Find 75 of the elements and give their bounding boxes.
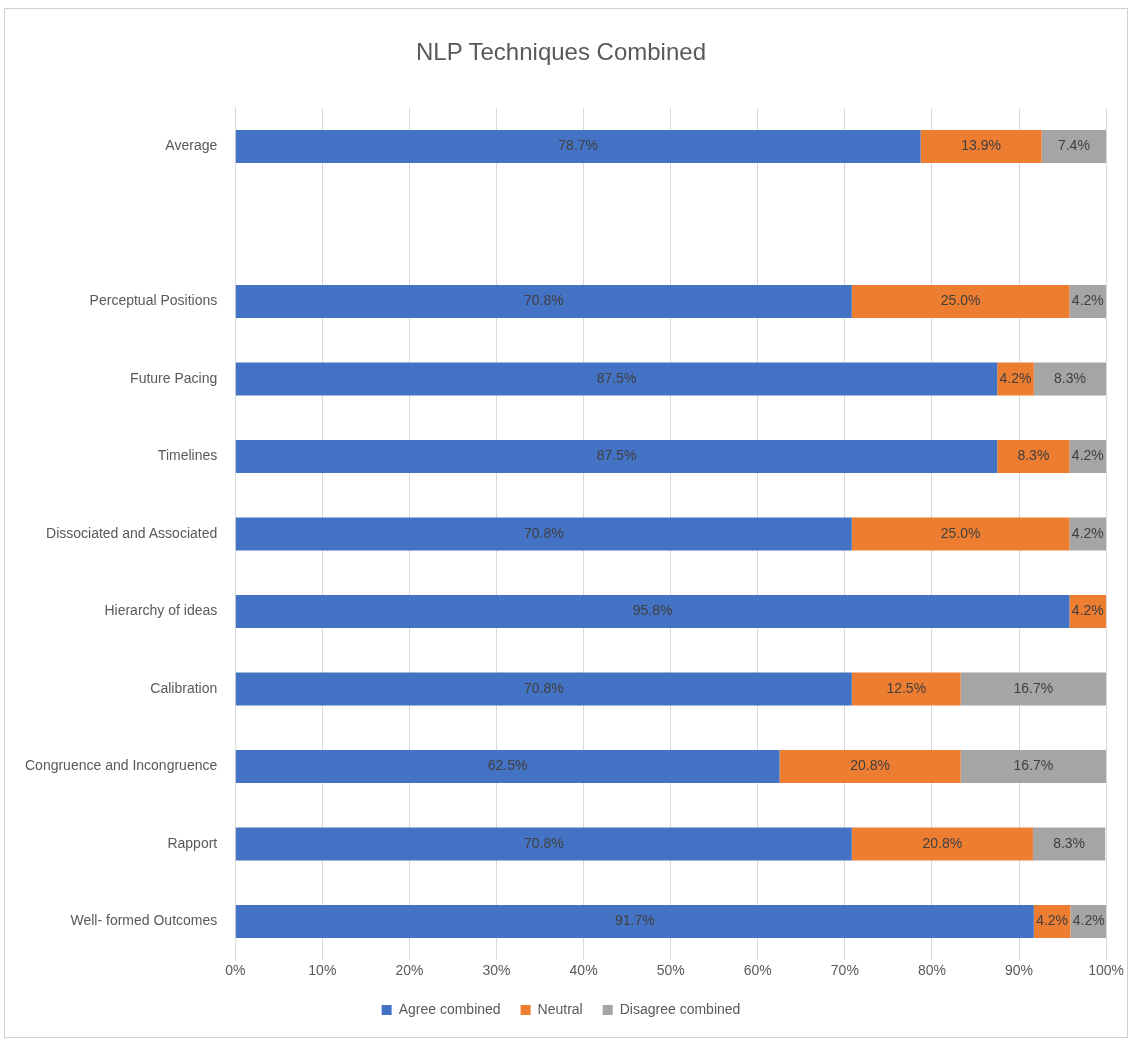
y-tick-label: Hierarchy of ideas bbox=[104, 602, 218, 619]
data-label: 12.5% bbox=[886, 679, 927, 696]
legend-label: Neutral bbox=[537, 1000, 583, 1017]
data-label: 8.3% bbox=[1053, 834, 1086, 851]
data-label: 13.9% bbox=[961, 137, 1001, 154]
bar bbox=[1032, 827, 1106, 861]
data-label: 20.8% bbox=[922, 834, 963, 851]
bar bbox=[235, 750, 780, 783]
x-tick-label: 40% bbox=[569, 962, 598, 979]
bar bbox=[779, 750, 961, 783]
x-tick-label: 10% bbox=[308, 962, 337, 979]
data-label: 16.7% bbox=[1013, 757, 1054, 774]
data-label: 16.7% bbox=[1013, 679, 1054, 696]
data-label: 4.2% bbox=[1036, 912, 1069, 929]
bar bbox=[235, 517, 852, 551]
chart-title: NLP Techniques Combined bbox=[416, 38, 706, 66]
bar bbox=[235, 672, 852, 706]
bar bbox=[235, 362, 998, 396]
data-label: 7.4% bbox=[1057, 137, 1090, 154]
data-label: 91.7% bbox=[614, 912, 655, 929]
x-tick-label: 20% bbox=[395, 962, 424, 979]
bar bbox=[851, 672, 961, 706]
bar bbox=[851, 517, 1070, 551]
data-label: 62.5% bbox=[487, 757, 528, 774]
bar bbox=[851, 827, 1033, 861]
bar bbox=[1041, 130, 1107, 164]
bar bbox=[235, 827, 852, 861]
y-tick-label: Average bbox=[165, 137, 218, 154]
bar bbox=[920, 130, 1042, 164]
y-tick-label: Calibration bbox=[150, 679, 218, 696]
data-label: 70.8% bbox=[523, 834, 564, 851]
bar bbox=[235, 285, 852, 318]
bar bbox=[960, 672, 1107, 706]
bar bbox=[235, 904, 1034, 938]
data-label: 4.2% bbox=[1072, 912, 1105, 929]
data-label: 4.2% bbox=[999, 369, 1032, 386]
y-tick-label: Congruence and Incongruence bbox=[24, 757, 218, 774]
x-tick-label: 100% bbox=[1088, 962, 1124, 979]
y-tick-label: Timelines bbox=[157, 447, 218, 464]
x-tick-label: 90% bbox=[1005, 962, 1034, 979]
y-tick-label: Future Pacing bbox=[130, 369, 218, 386]
data-label: 8.3% bbox=[1054, 369, 1086, 386]
data-label: 8.3% bbox=[1017, 447, 1050, 464]
y-tick-label: Perceptual Positions bbox=[89, 292, 218, 309]
data-label: 78.7% bbox=[558, 137, 599, 154]
data-label: 4.2% bbox=[1071, 602, 1104, 619]
bar bbox=[235, 130, 921, 164]
legend-label: Agree combined bbox=[398, 1000, 501, 1017]
data-label: 25.0% bbox=[940, 524, 981, 541]
x-tick-label: 0% bbox=[225, 962, 246, 979]
y-tick-label: Dissociated and Associated bbox=[46, 524, 218, 541]
data-label: 87.5% bbox=[596, 369, 637, 386]
data-label: 87.5% bbox=[596, 447, 637, 464]
bar bbox=[235, 595, 1070, 628]
data-label: 95.8% bbox=[632, 602, 673, 619]
bar bbox=[235, 440, 998, 473]
legend-label: Disagree combined bbox=[619, 1000, 741, 1017]
bar bbox=[851, 285, 1070, 318]
y-tick-label: Well- formed Outcomes bbox=[70, 912, 218, 929]
x-tick-label: 70% bbox=[830, 962, 859, 979]
data-label: 70.8% bbox=[523, 524, 564, 541]
bar bbox=[997, 440, 1070, 473]
data-label: 70.8% bbox=[523, 679, 564, 696]
data-label: 4.2% bbox=[1071, 524, 1104, 541]
x-tick-label: 80% bbox=[917, 962, 946, 979]
data-label: 4.2% bbox=[1071, 447, 1104, 464]
data-label: 20.8% bbox=[850, 757, 890, 774]
data-label: 4.2% bbox=[1071, 292, 1104, 309]
y-tick-label: Rapport bbox=[167, 834, 218, 851]
data-label: 25.0% bbox=[940, 292, 981, 309]
x-tick-label: 30% bbox=[482, 962, 511, 979]
x-tick-label: 60% bbox=[743, 962, 772, 979]
x-tick-label: 50% bbox=[656, 962, 685, 979]
data-label: 70.8% bbox=[523, 292, 564, 309]
bar bbox=[960, 750, 1107, 783]
